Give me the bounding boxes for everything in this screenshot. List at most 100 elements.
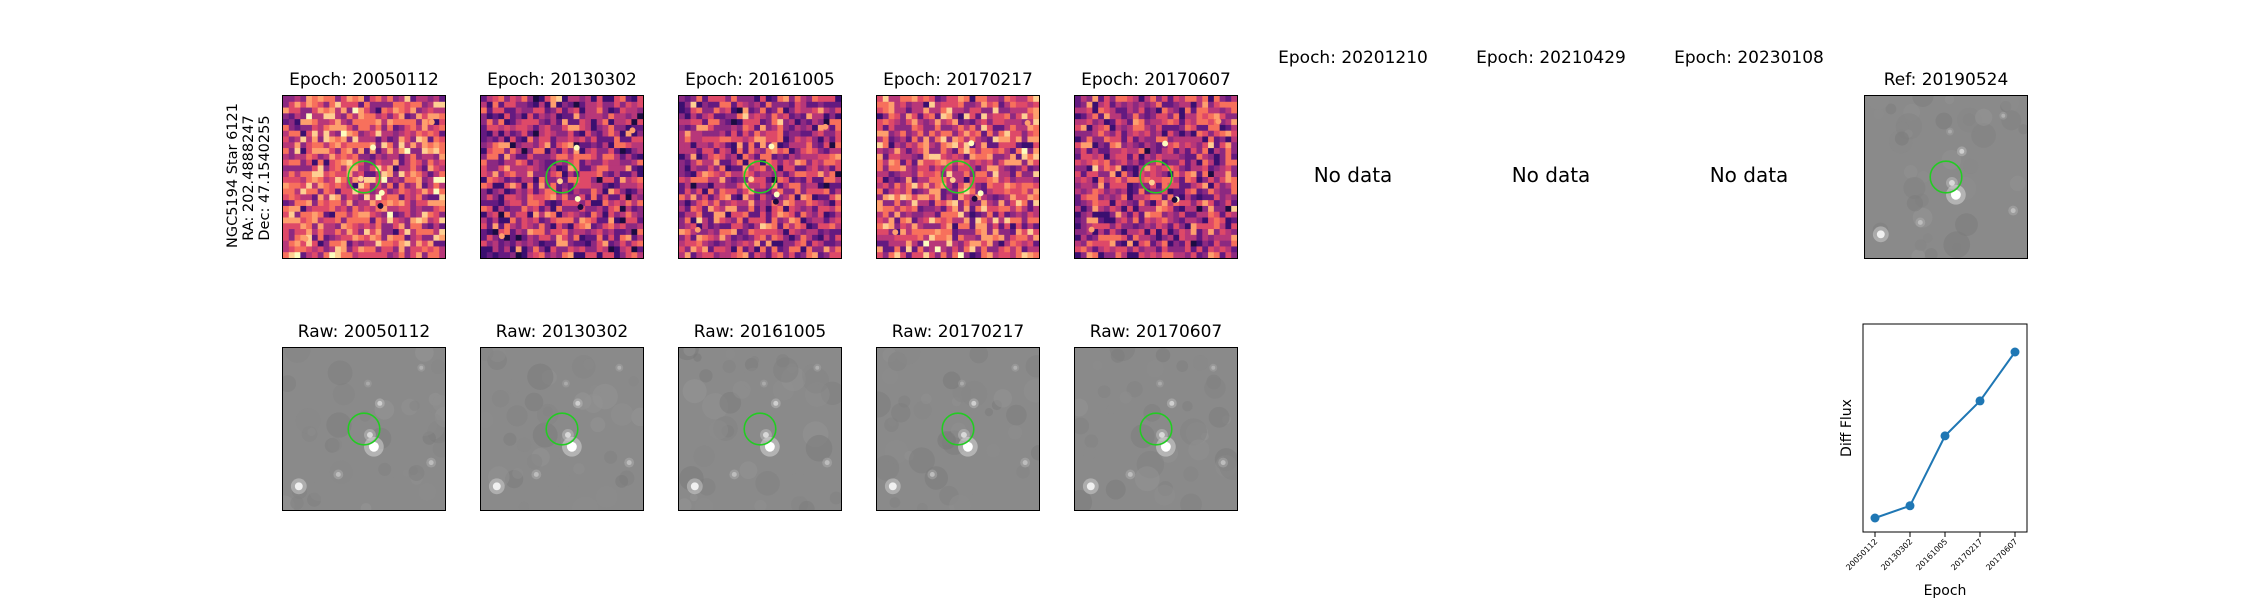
raw-noise — [1097, 385, 1111, 399]
diff-pixel — [573, 177, 580, 184]
diff-pixel — [567, 211, 574, 218]
diff-pixel — [788, 136, 796, 143]
diff-pixel — [283, 96, 290, 103]
diff-pixel — [1092, 96, 1099, 103]
diff-pixel — [1127, 229, 1134, 236]
diff-pixel — [1138, 171, 1145, 178]
diff-pixel — [754, 234, 761, 242]
raw-noise — [595, 485, 618, 508]
diff-pixel — [1161, 217, 1168, 224]
diff-pixel — [679, 96, 686, 103]
diff-pixel — [596, 234, 603, 242]
diff-pixel — [760, 142, 767, 149]
diff-pixel — [923, 148, 930, 155]
diff-pixel — [777, 205, 784, 213]
diff-pixel — [1092, 211, 1099, 218]
diff-pixel — [1184, 142, 1192, 149]
diff-pixel — [958, 142, 965, 149]
diff-pixel — [719, 124, 726, 132]
diff-pixel — [817, 229, 825, 236]
diff-pixel — [754, 96, 761, 103]
diff-pixel — [498, 159, 505, 166]
diff-pixel — [288, 205, 295, 213]
diff-pixel — [392, 142, 400, 149]
diff-pixel — [1156, 182, 1163, 189]
diff-pixel — [596, 240, 603, 247]
diff-pixel — [335, 96, 342, 103]
raw-noise — [1975, 108, 1993, 126]
diff-pixel — [509, 234, 517, 242]
diff-pixel — [731, 177, 738, 184]
diff-pixel — [498, 130, 505, 137]
diff-pixel — [958, 211, 965, 218]
diff-pixel — [900, 229, 907, 236]
diff-pixel — [596, 153, 603, 161]
diff-pixel — [1132, 171, 1140, 178]
diff-pixel — [585, 124, 592, 132]
diff-pixel — [416, 182, 423, 189]
diff-pixel — [392, 205, 400, 213]
star — [626, 460, 632, 466]
diff-pixel — [1179, 177, 1186, 184]
diff-pixel — [421, 101, 429, 108]
diff-pixel — [998, 188, 1005, 195]
star — [1127, 471, 1133, 477]
diff-pixel — [515, 142, 522, 149]
diff-pixel — [679, 188, 686, 195]
diff-pixel — [1086, 177, 1093, 184]
diff-pixel — [573, 252, 580, 258]
diff-pixel — [538, 217, 546, 224]
diff-pixel — [433, 165, 440, 172]
raw-title-2: Raw: 20130302 — [495, 322, 629, 342]
diff-pixel — [550, 188, 557, 195]
diff-pixel — [981, 217, 988, 224]
diff-pixel — [975, 252, 982, 258]
diff-pixel — [975, 211, 982, 218]
raw-noise — [1219, 452, 1237, 480]
diff-pixel — [765, 177, 772, 184]
diff-pixel — [585, 252, 592, 258]
diff-pixel — [992, 159, 999, 166]
diff-pixel — [998, 142, 1005, 149]
diff-pixel — [602, 130, 609, 137]
diff-pixel — [1173, 124, 1180, 132]
diff-pixel — [504, 229, 511, 236]
diff-pixel — [416, 246, 423, 253]
diff-pixel — [602, 211, 609, 218]
diff-pixel — [690, 107, 697, 114]
raw-noise — [309, 481, 330, 502]
diff-pixel — [783, 234, 790, 242]
raw-noise — [491, 389, 510, 408]
diff-pixel — [754, 217, 761, 224]
diff-pixel — [579, 200, 586, 207]
diff-pixel — [917, 234, 924, 242]
diff-pixel — [369, 240, 376, 247]
diff-pixel — [888, 252, 895, 258]
diff-pixel — [835, 205, 841, 213]
diff-pixel — [486, 101, 493, 108]
diff-pixel — [1196, 188, 1203, 195]
diff-pixel — [1103, 229, 1111, 236]
diff-pixel — [300, 107, 307, 114]
diff-pixel — [963, 234, 970, 242]
diff-pixel — [329, 217, 336, 224]
diff-pixel — [1138, 130, 1145, 137]
diff-pixel — [1132, 130, 1140, 137]
diff-pixel — [946, 124, 953, 132]
diff-pixel — [1225, 136, 1232, 143]
diff-pixel — [1004, 229, 1011, 236]
diff-source — [968, 140, 975, 147]
diff-pixel — [719, 246, 726, 253]
diff-pixel — [963, 153, 970, 161]
diff-pixel — [544, 200, 551, 207]
diff-pixel — [1161, 124, 1168, 132]
diff-pixel — [1021, 205, 1028, 213]
diff-pixel — [934, 159, 942, 166]
diff-pixel — [754, 171, 761, 178]
raw-noise — [512, 467, 524, 479]
diff-pixel — [556, 211, 563, 218]
diff-pixel — [894, 200, 901, 207]
diff-pixel — [823, 252, 830, 258]
diff-pixel — [1033, 136, 1039, 143]
diff-pixel — [1103, 136, 1111, 143]
